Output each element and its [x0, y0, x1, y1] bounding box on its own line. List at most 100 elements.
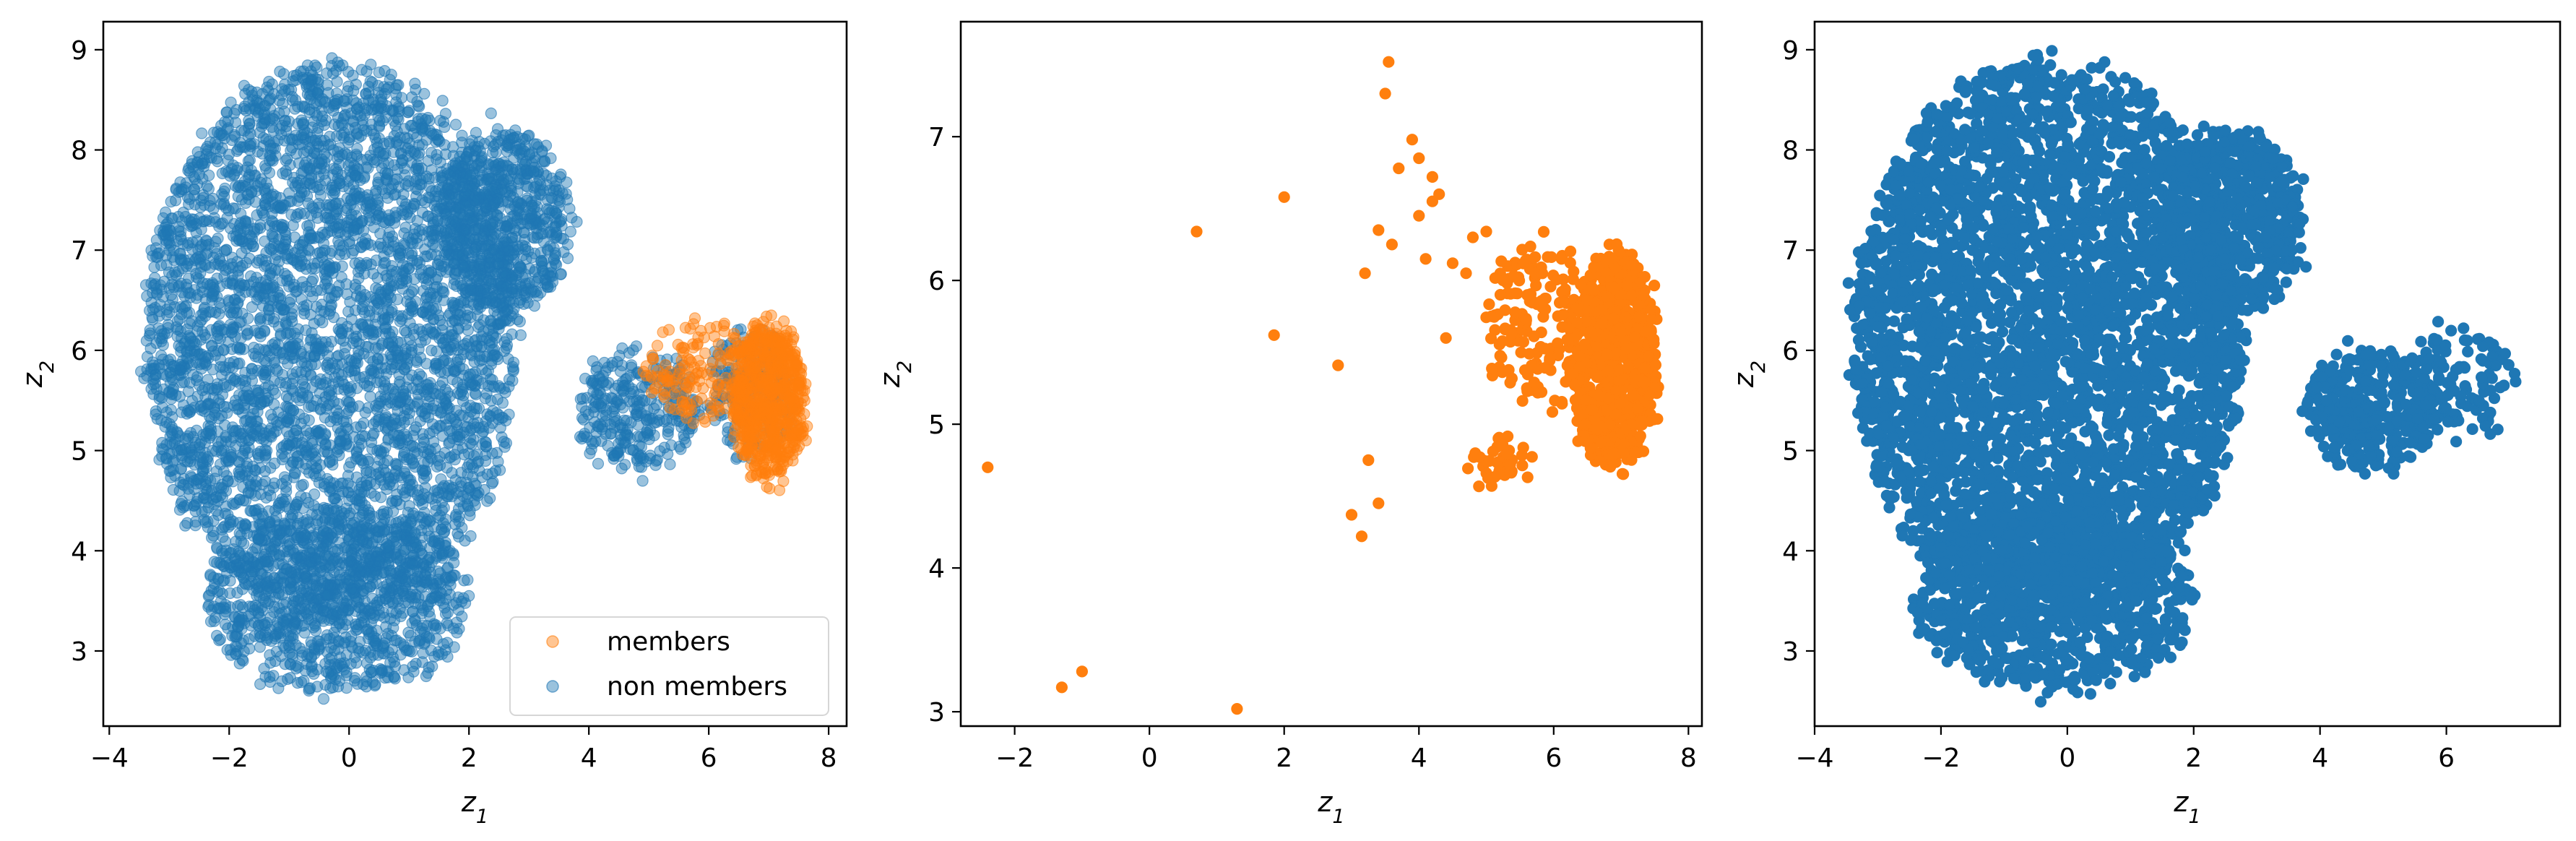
scatter-point: [179, 519, 191, 532]
scatter-point: [213, 585, 225, 597]
scatter-point: [453, 314, 465, 327]
scatter-point: [303, 106, 316, 118]
scatter-point: [217, 444, 230, 457]
scatter-point: [459, 337, 472, 350]
scatter-point: [416, 622, 428, 635]
scatter-point: [301, 72, 314, 84]
scatter-point: [371, 296, 384, 309]
scatter-point: [379, 64, 391, 77]
scatter-point: [194, 452, 207, 464]
scatter-point: [404, 211, 416, 224]
scatter-point: [381, 167, 394, 180]
scatter-point: [189, 505, 202, 517]
scatter-point: [242, 216, 254, 228]
scatter-point: [306, 543, 319, 556]
scatter-point: [398, 428, 410, 441]
scatter-point: [373, 444, 386, 457]
scatter-point: [333, 177, 345, 189]
scatter-point: [410, 232, 423, 244]
scatter-point: [363, 207, 375, 219]
scatter-point: [407, 665, 420, 678]
scatter-point: [267, 530, 280, 543]
scatter-point: [267, 290, 280, 303]
scatter-point: [350, 618, 362, 631]
scatter-point: [182, 353, 194, 365]
scatter-point: [238, 125, 251, 137]
scatter-point: [160, 303, 173, 316]
scatter-point: [429, 442, 441, 454]
scatter-point: [416, 207, 429, 219]
scatter-point: [423, 514, 436, 527]
scatter-point: [319, 244, 331, 256]
scatter-point: [397, 543, 410, 555]
scatter-point: [374, 228, 386, 240]
scatter-point: [324, 305, 337, 317]
scatter-point: [462, 481, 475, 494]
scatter-point: [304, 682, 316, 694]
scatter-point: [401, 453, 413, 466]
scatter-point: [431, 454, 444, 467]
scatter-point: [324, 130, 336, 143]
scatter-point: [471, 448, 483, 461]
scatter-point: [254, 313, 266, 325]
scatter-point: [363, 663, 376, 676]
scatter-point: [277, 346, 290, 358]
scatter-point: [406, 301, 419, 313]
scatter-point: [487, 380, 499, 392]
scatter-point: [181, 455, 194, 468]
scatter-point: [425, 556, 438, 569]
scatter-point: [267, 384, 280, 396]
scatter-point: [283, 641, 295, 654]
scatter-point: [153, 362, 165, 374]
scatter-point: [152, 248, 164, 260]
scatter-point: [333, 239, 345, 251]
scatter-point: [309, 470, 322, 483]
scatter-point: [406, 247, 418, 259]
scatter-point: [305, 209, 317, 221]
scatter-point: [243, 103, 256, 115]
scatter-point: [405, 346, 418, 359]
scatter-point: [399, 324, 411, 337]
scatter-point: [361, 197, 373, 209]
scatter-point: [181, 407, 193, 420]
scatter-point: [295, 246, 308, 259]
scatter-point: [379, 187, 392, 199]
scatter-point: [236, 259, 248, 272]
scatter-point: [358, 172, 371, 184]
scatter-point: [186, 236, 199, 249]
scatter-point: [501, 332, 513, 345]
scatter-point: [437, 337, 450, 349]
scatter-point: [402, 262, 415, 275]
scatter-point: [207, 392, 220, 405]
scatter-point: [239, 432, 251, 444]
scatter-point: [260, 177, 272, 189]
scatter-point: [336, 149, 349, 161]
scatter-point: [310, 454, 322, 467]
scatter-point: [165, 353, 177, 366]
scatter-point: [456, 611, 468, 623]
scatter-point: [297, 478, 309, 491]
scatter-point: [451, 626, 463, 639]
scatter-point: [288, 352, 301, 364]
scatter-point: [141, 350, 154, 363]
scatter-point: [433, 419, 446, 432]
scatter-point: [449, 118, 462, 131]
scatter-point: [330, 208, 342, 220]
scatter-point: [236, 470, 248, 482]
scatter-point: [355, 318, 367, 330]
scatter-point: [372, 367, 385, 379]
scatter-point: [274, 65, 286, 78]
scatter-point: [391, 79, 403, 91]
scatter-point: [356, 509, 368, 522]
scatter-point: [339, 95, 351, 108]
scatter-point: [388, 130, 400, 142]
scatter-point: [476, 471, 488, 483]
scatter-point: [298, 308, 311, 320]
scatter-point: [217, 465, 230, 478]
scatter-point: [371, 137, 383, 149]
scatter-point: [408, 441, 420, 453]
scatter-point: [157, 383, 170, 396]
scatter-point: [191, 473, 203, 486]
scatter-point: [357, 225, 370, 237]
